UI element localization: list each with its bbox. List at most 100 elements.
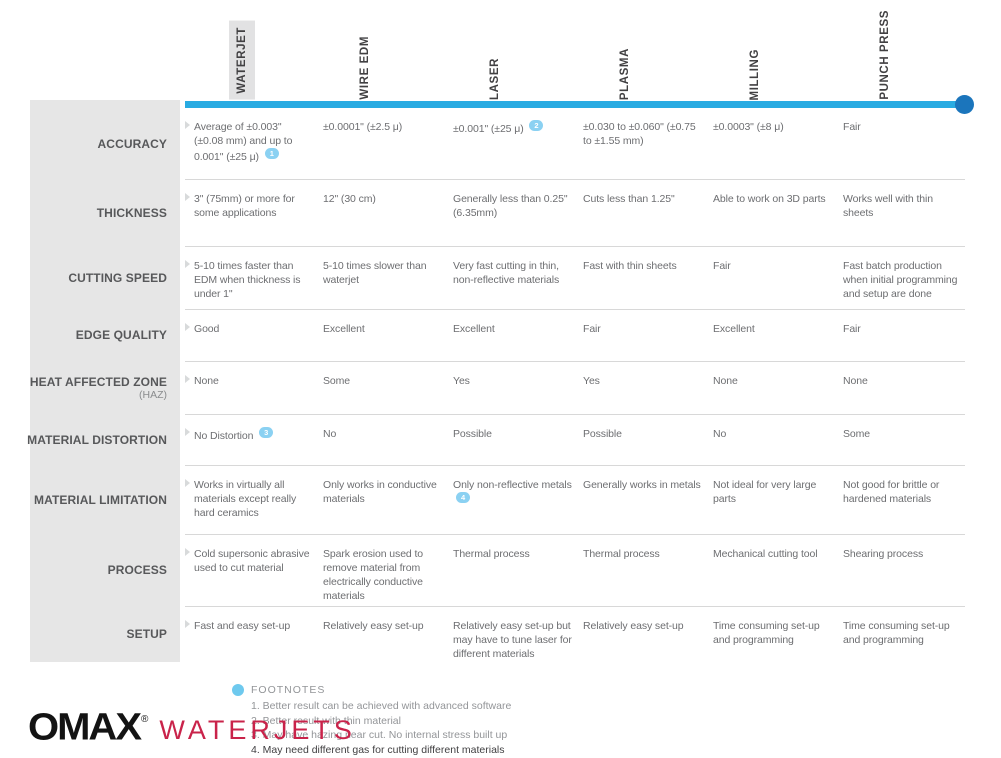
cell-process-milling: Mechanical cutting tool — [705, 534, 835, 606]
cell-cutting-speed-milling: Fair — [705, 246, 835, 309]
row-label-edge-quality: EDGE QUALITY — [30, 309, 180, 361]
footnote-item-2: 2. Better result with thin material — [251, 714, 401, 727]
column-header-label: WATERJET — [229, 21, 255, 100]
cell-accuracy-wire-edm: ±0.0001" (±2.5 μ) — [323, 121, 403, 133]
row-pointer-icon — [185, 548, 190, 556]
footnote-item-1: 1. Better result can be achieved with ad… — [251, 700, 512, 712]
footnote-badge-4: 4 — [456, 492, 470, 504]
table-row-material-limitation: MATERIAL LIMITATION Works in virtually a… — [30, 465, 965, 534]
cell-text: Only non-reflective metals — [453, 479, 572, 491]
footnote-badge-1: 1 — [264, 148, 279, 160]
omax-waterjets-logo: OMAX ® WATERJETS — [28, 704, 356, 749]
cell-cutting-speed-waterjet: 5-10 times faster than EDM when thicknes… — [185, 246, 315, 309]
accent-bar-row — [30, 94, 974, 114]
table-row-setup: SETUP Fast and easy set-up Relatively ea… — [30, 606, 965, 662]
row-label-text: MATERIAL LIMITATION — [34, 492, 167, 507]
footnote-item-3: 3. May have hazing near cut. No internal… — [251, 729, 508, 742]
cell-haz-waterjet: None — [185, 361, 315, 414]
sidebar-top-stub — [30, 100, 180, 108]
cell-text: ±0.001" (±25 μ) — [453, 123, 524, 135]
row-label-text: MATERIAL DISTORTION — [27, 432, 167, 447]
cell-setup-milling: Time consuming set-up and programming — [705, 606, 835, 662]
column-header-label: WIRE EDM — [359, 36, 371, 100]
column-header-row: WATERJET WIRE EDM LASER PLASMA MILLING P… — [30, 10, 965, 100]
cell-thickness-milling: Able to work on 3D parts — [705, 179, 835, 246]
cell-text: None — [194, 375, 219, 387]
cell-cutting-speed-plasma: Fast with thin sheets — [575, 246, 705, 309]
table-row-thickness: THICKNESS 3" (75mm) or more for some app… — [30, 179, 965, 246]
cell-cutting-speed-punch-press: Fast batch production when initial progr… — [835, 246, 965, 309]
cell-material-distortion-laser: Possible — [445, 414, 575, 465]
row-pointer-icon — [185, 620, 190, 628]
cell-material-limitation-waterjet: Works in virtually all materials except … — [185, 465, 315, 534]
logo-brand-text: OMAX — [28, 706, 142, 749]
cell-thickness-punch-press: Works well with thin sheets — [835, 179, 965, 246]
cell-text: Fast and easy set-up — [194, 620, 291, 632]
cell-cutting-speed-laser: Very fast cutting in thin, non-reflectiv… — [445, 246, 575, 309]
cell-process-punch-press: Shearing process — [835, 534, 965, 606]
row-pointer-icon — [185, 428, 190, 436]
row-label-heat-affected-zone: HEAT AFFECTED ZONE (HAZ) — [30, 361, 180, 414]
cell-material-limitation-laser: Only non-reflective metals 4 — [445, 465, 575, 534]
cell-text: Works in virtually all materials except … — [194, 479, 297, 520]
cell-text: Cold supersonic abrasive used to cut mat… — [194, 548, 310, 575]
cell-thickness-waterjet: 3" (75mm) or more for some applications — [185, 179, 315, 246]
cell-accuracy-waterjet: Average of ±0.003" (±0.08 mm) and up to … — [185, 108, 315, 179]
cell-setup-punch-press: Time consuming set-up and programming — [835, 606, 965, 662]
column-header-punch-press: PUNCH PRESS — [835, 10, 965, 100]
cell-text: Good — [194, 323, 220, 335]
cell-material-distortion-milling: No — [705, 414, 835, 465]
footnote-badge-3: 3 — [259, 427, 274, 438]
cell-edge-quality-plasma: Fair — [575, 309, 705, 361]
cell-material-limitation-punch-press: Not good for brittle or hardened materia… — [835, 465, 965, 534]
column-header-label: PUNCH PRESS — [879, 10, 891, 100]
column-header-label: MILLING — [749, 48, 761, 100]
row-label-text: PROCESS — [107, 563, 167, 577]
cell-text: 3" (75mm) or more for some applications — [194, 193, 295, 220]
comparison-table: WATERJET WIRE EDM LASER PLASMA MILLING P… — [27, 10, 974, 662]
cell-edge-quality-wire-edm: Excellent — [315, 309, 445, 361]
row-label-text: HEAT AFFECTED ZONE — [29, 374, 167, 389]
row-label-material-limitation: MATERIAL LIMITATION — [30, 465, 180, 534]
footnotes-title: FOOTNOTES — [251, 684, 326, 696]
cell-haz-plasma: Yes — [575, 361, 705, 414]
cell-material-distortion-punch-press: Some — [835, 414, 965, 465]
accent-bar-end-dot-icon — [955, 94, 974, 114]
row-label-thickness: THICKNESS — [30, 179, 180, 246]
row-pointer-icon — [185, 375, 190, 383]
cell-setup-waterjet: Fast and easy set-up — [185, 606, 315, 662]
cell-accuracy-punch-press: Fair — [843, 121, 861, 133]
cell-setup-laser: Relatively easy set-up but may have to t… — [445, 606, 575, 662]
cell-edge-quality-punch-press: Fair — [835, 309, 965, 361]
cell-haz-wire-edm: Some — [315, 361, 445, 414]
cell-process-laser: Thermal process — [445, 534, 575, 606]
cell-thickness-wire-edm: 12" (30 cm) — [315, 179, 445, 246]
cell-process-waterjet: Cold supersonic abrasive used to cut mat… — [185, 534, 315, 606]
row-label-text: EDGE QUALITY — [75, 328, 167, 342]
cell-material-distortion-plasma: Possible — [575, 414, 705, 465]
cell-material-limitation-wire-edm: Only works in conductive materials — [315, 465, 445, 534]
column-header-laser: LASER — [445, 18, 575, 100]
footnotes-bullet-icon — [232, 684, 244, 696]
cell-setup-wire-edm: Relatively easy set-up — [315, 606, 445, 662]
row-pointer-icon — [185, 479, 190, 487]
cell-material-distortion-waterjet: No Distortion 3 — [185, 414, 315, 465]
column-header-plasma: PLASMA — [575, 18, 705, 100]
cell-haz-punch-press: None — [835, 361, 965, 414]
cell-accuracy-laser: ±0.001" (±25 μ) 2 — [445, 108, 575, 179]
row-pointer-icon — [185, 260, 190, 268]
cell-haz-laser: Yes — [445, 361, 575, 414]
row-label-setup: SETUP — [30, 606, 180, 662]
cell-edge-quality-milling: Excellent — [705, 309, 835, 361]
column-header-wire-edm: WIRE EDM — [315, 18, 445, 100]
cell-thickness-laser: Generally less than 0.25"(6.35mm) — [445, 179, 575, 246]
table-row-accuracy: ACCURACY Average of ±0.003" (±0.08 mm) a… — [30, 108, 965, 179]
cell-text: 5-10 times faster than EDM when thicknes… — [194, 260, 301, 301]
row-pointer-icon — [185, 193, 190, 201]
header-spacer — [30, 18, 185, 100]
cell-accuracy-plasma: ±0.030 to ±0.060" (±0.75 to ±1.55 mm) — [583, 121, 696, 148]
table-row-edge-quality: EDGE QUALITY Good Excellent Excellent Fa… — [30, 309, 965, 361]
cell-material-limitation-plasma: Generally works in metals — [575, 465, 705, 534]
cell-accuracy-milling: ±0.0003" (±8 μ) — [713, 121, 784, 133]
cell-material-distortion-wire-edm: No — [315, 414, 445, 465]
